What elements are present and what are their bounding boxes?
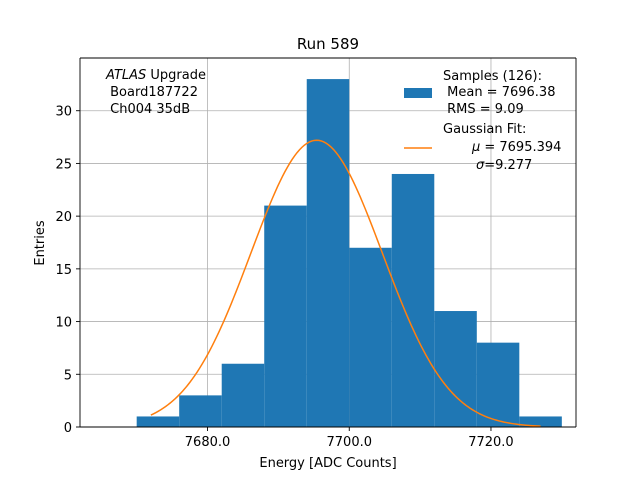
legend-fit-title: Gaussian Fit: [443, 122, 526, 137]
histogram-bars [136, 79, 562, 427]
y-tick-label-2: 10 [55, 316, 72, 331]
atlas-annotation: ATLAS Upgrade Board187722 Ch004 35dB [105, 68, 206, 117]
histogram-bar-8 [476, 342, 520, 427]
gaussian-fit-curve [150, 139, 541, 427]
legend-swatch-samples [404, 88, 432, 98]
histogram-bar-9 [519, 416, 562, 427]
sigma-symbol: σ [476, 158, 485, 173]
y-tick-label-6: 30 [55, 105, 72, 120]
axis-ticks: 7680.0 7700.0 7720.0 0 5 10 15 20 25 30 [55, 105, 513, 450]
y-tick-label-5: 25 [55, 157, 72, 172]
x-tick-label-0: 7680.0 [185, 435, 231, 450]
legend: Samples (126): Mean = 7696.38 RMS = 9.09… [404, 69, 582, 173]
y-tick-label-4: 20 [55, 210, 72, 225]
histogram-bar-2 [221, 363, 265, 427]
atlas-upgrade-label: ATLAS Upgrade [105, 68, 206, 83]
atlas-label: ATLAS [105, 68, 146, 83]
legend-fit-mu: μ = 7695.394 [443, 140, 582, 155]
x-tick-label-2: 7720.0 [468, 435, 514, 450]
chart-title: Run 589 [297, 35, 359, 53]
histogram-bar-0 [136, 416, 180, 427]
mu-value: = 7695.394 [480, 140, 561, 155]
y-tick-label-1: 5 [64, 368, 72, 383]
legend-samples-rms: RMS = 9.09 [443, 102, 524, 117]
y-tick-label-3: 15 [55, 263, 72, 278]
histogram-bar-5 [349, 247, 392, 427]
histogram-bar-4 [306, 79, 350, 427]
histogram-bar-1 [179, 395, 222, 427]
legend-fit-sigma: σ=9.277 [447, 158, 553, 173]
x-axis-label: Energy [ADC Counts] [259, 456, 396, 471]
y-tick-label-0: 0 [64, 421, 72, 436]
board-label: Board187722 [106, 85, 198, 100]
legend-samples-title: Samples (126): [443, 69, 542, 84]
histogram-bar-3 [264, 205, 307, 427]
channel-label: Ch004 35dB [106, 102, 190, 117]
histogram-bar-7 [434, 311, 477, 427]
x-tick-label-1: 7700.0 [327, 435, 373, 450]
upgrade-label: Upgrade [146, 68, 206, 83]
histogram-bar-6 [391, 173, 435, 427]
mu-symbol: μ [471, 140, 480, 155]
legend-samples-mean: Mean = 7696.38 [443, 85, 555, 100]
y-axis-label: Entries [33, 220, 48, 266]
axes-spines [79, 57, 577, 428]
sigma-value: =9.277 [484, 158, 532, 173]
